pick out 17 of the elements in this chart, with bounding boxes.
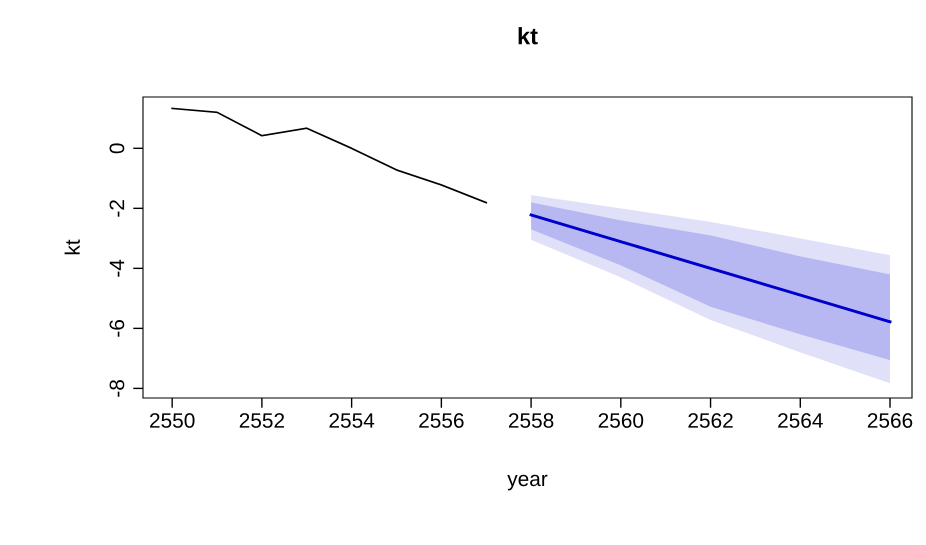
x-tick-label: 2550 [150,413,195,428]
y-tick-label: 0 [110,143,124,154]
x-tick-label: 2564 [778,413,823,428]
x-tick-label: 2560 [598,413,644,428]
x-tick-label: 2562 [688,413,733,428]
chart-title: kt [518,27,538,44]
y-tick-label: -6 [110,320,124,337]
x-tick-label: 2552 [240,413,284,428]
x-tick-label: 2554 [330,413,374,428]
y-tick-label: -8 [110,380,124,397]
x-tick-label: 2558 [508,413,554,428]
y-tick-label: -4 [110,260,124,277]
y-tick-label: -2 [110,200,124,217]
x-tick-label: 2556 [419,413,464,428]
y-axis-title: kt [64,240,80,254]
x-axis-title: year [507,474,548,490]
x-tick-label: 2566 [868,413,912,428]
